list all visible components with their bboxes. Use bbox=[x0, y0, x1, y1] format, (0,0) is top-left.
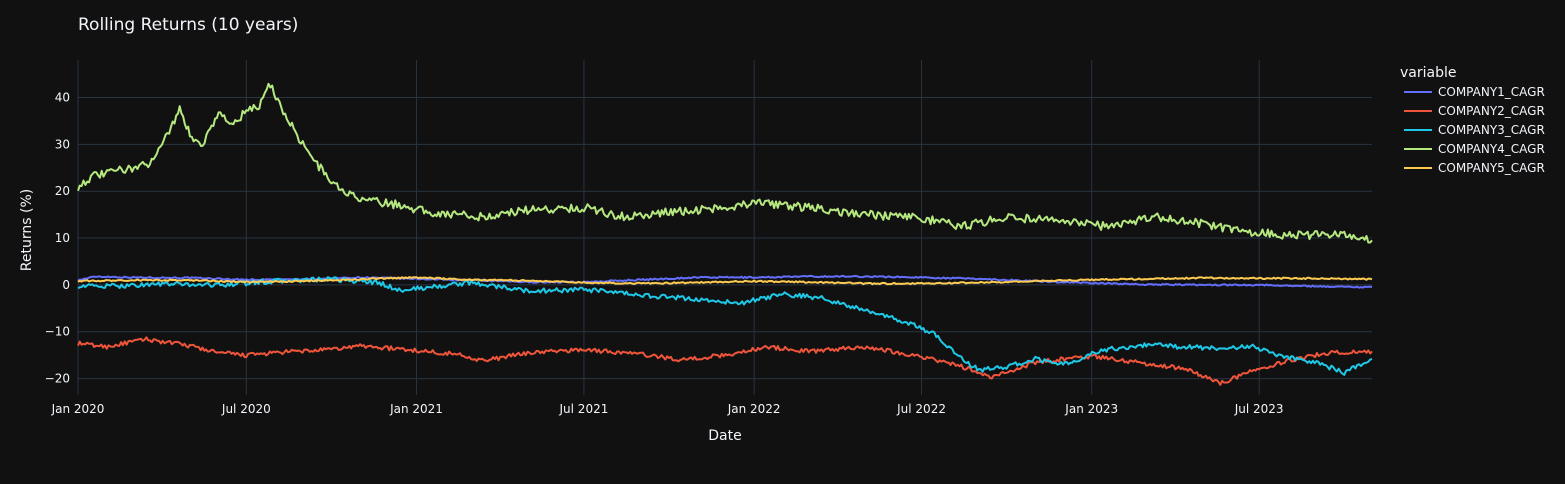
legend: variable COMPANY1_CAGR COMPANY2_CAGR COMPA… bbox=[1400, 65, 1545, 175]
series-lines bbox=[77, 82, 1373, 386]
x-tick-label: Jan 2022 bbox=[727, 402, 781, 416]
series-line-5 bbox=[77, 276, 1373, 286]
legend-label-1: COMPANY1_CAGR bbox=[1438, 85, 1545, 99]
y-tick-label: 0 bbox=[62, 278, 70, 292]
legend-label-2: COMPANY2_CAGR bbox=[1438, 104, 1545, 118]
legend-label-3: COMPANY3_CAGR bbox=[1438, 123, 1545, 137]
x-tick-label: Jul 2021 bbox=[559, 402, 609, 416]
gridlines bbox=[77, 60, 1372, 395]
x-tick-label: Jul 2020 bbox=[221, 402, 271, 416]
x-tick-label: Jan 2020 bbox=[51, 402, 105, 416]
y-tick-label: 40 bbox=[55, 90, 70, 104]
x-axis-label: Date bbox=[708, 428, 741, 444]
series-line-2 bbox=[77, 336, 1373, 386]
y-tick-label: 10 bbox=[55, 231, 70, 245]
series-line-4 bbox=[77, 82, 1373, 244]
y-tick-label: −20 bbox=[45, 372, 70, 386]
x-tick-label: Jul 2022 bbox=[896, 402, 946, 416]
y-tick-label: 30 bbox=[55, 137, 70, 151]
y-tick-label: −10 bbox=[45, 325, 70, 339]
y-tick-label: 20 bbox=[55, 184, 70, 198]
y-axis-label: Returns (%) bbox=[19, 189, 35, 271]
x-tick-label: Jul 2023 bbox=[1234, 402, 1284, 416]
axis-ticks: 40 30 20 10 0 −10 −20 Jan 2020 Jul 2020 Jan 2021 J… bbox=[45, 90, 1284, 416]
series-line-3 bbox=[77, 276, 1373, 376]
legend-title: variable bbox=[1400, 65, 1456, 81]
x-tick-label: Jan 2023 bbox=[1064, 402, 1118, 416]
legend-label-4: COMPANY4_CAGR bbox=[1438, 142, 1545, 156]
chart-title: Rolling Returns (10 years) bbox=[78, 15, 298, 35]
legend-label-5: COMPANY5_CAGR bbox=[1438, 161, 1545, 175]
x-tick-label: Jan 2021 bbox=[389, 402, 443, 416]
